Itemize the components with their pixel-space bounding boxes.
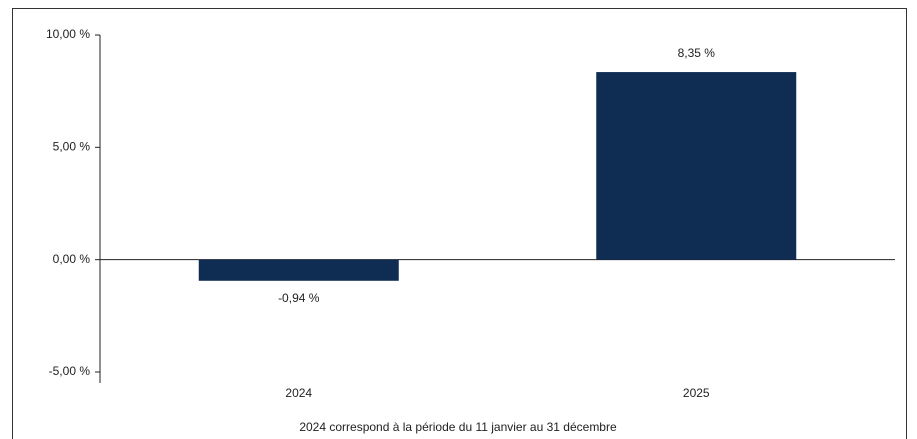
- footnote: 2024 correspond à la période du 11 janvi…: [299, 420, 617, 434]
- x-tick-label: 2025: [683, 386, 710, 400]
- frame: [12, 8, 907, 439]
- bar: [596, 72, 797, 260]
- value-label: 8,35 %: [678, 46, 716, 60]
- value-label: -0,94 %: [278, 291, 320, 305]
- y-tick-label: 5,00 %: [53, 140, 91, 154]
- bar: [198, 259, 399, 281]
- y-tick-label: 0,00 %: [53, 252, 91, 266]
- y-tick-label: -5,00 %: [49, 364, 91, 378]
- y-tick-label: 10,00 %: [46, 27, 90, 41]
- x-tick-label: 2024: [285, 386, 312, 400]
